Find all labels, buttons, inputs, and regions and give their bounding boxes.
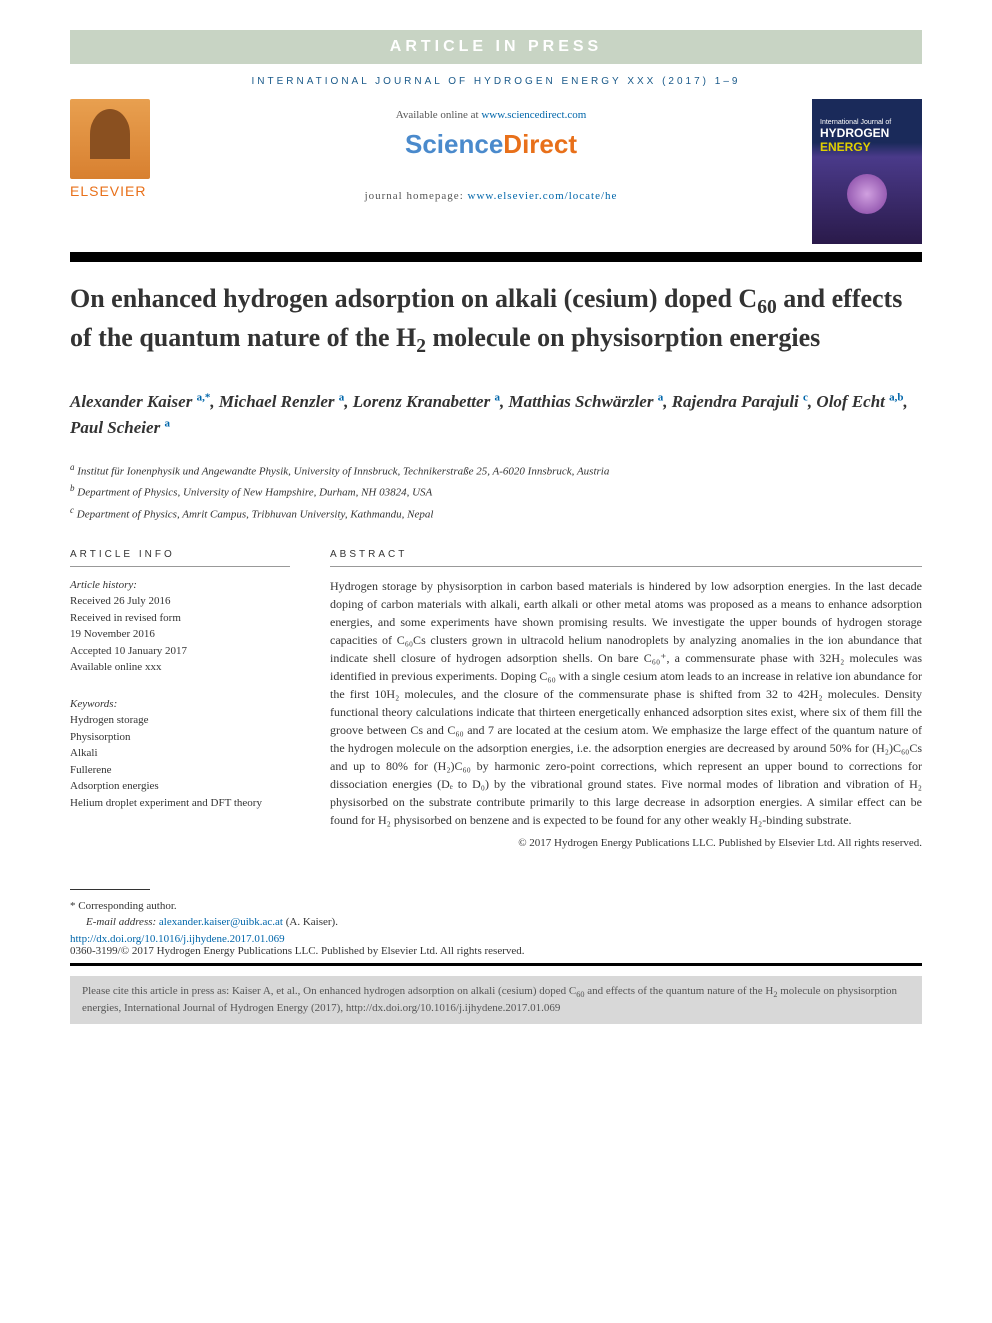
author: Rajendra Parajuli c <box>672 392 808 411</box>
author-email-link[interactable]: alexander.kaiser@uibk.ac.at <box>159 916 283 928</box>
keyword-item: Alkali <box>70 745 290 762</box>
article-title: On enhanced hydrogen adsorption on alkal… <box>70 282 922 359</box>
history-item: Received in revised form <box>70 610 290 627</box>
keyword-item: Helium droplet experiment and DFT theory <box>70 795 290 812</box>
keyword-item: Fullerene <box>70 762 290 779</box>
keyword-item: Adsorption energies <box>70 778 290 795</box>
issn-copyright-line: 0360-3199/© 2017 Hydrogen Energy Publica… <box>70 945 922 966</box>
keyword-item: Hydrogen storage <box>70 712 290 729</box>
corresponding-author: * Corresponding author. E-mail address: … <box>70 898 922 931</box>
article-history-block: Article history: Received 26 July 2016Re… <box>70 577 290 676</box>
sciencedirect-block: Available online at www.sciencedirect.co… <box>190 99 792 202</box>
doi-link[interactable]: http://dx.doi.org/10.1016/j.ijhydene.201… <box>70 933 285 945</box>
footer-separator <box>70 889 150 890</box>
affiliation: c Department of Physics, Amrit Campus, T… <box>70 503 922 524</box>
copyright-line: © 2017 Hydrogen Energy Publications LLC.… <box>330 837 922 849</box>
sciencedirect-url[interactable]: www.sciencedirect.com <box>481 109 586 121</box>
author: Olof Echt a,b <box>816 392 903 411</box>
elsevier-logo: ELSEVIER <box>70 99 170 199</box>
keyword-item: Physisorption <box>70 729 290 746</box>
author: Paul Scheier a <box>70 418 170 437</box>
article-in-press-banner: ARTICLE IN PRESS <box>70 30 922 64</box>
author: Matthias Schwärzler a <box>508 392 663 411</box>
affiliations-list: a Institut für Ionenphysik und Angewandt… <box>70 460 922 524</box>
journal-homepage: journal homepage: www.elsevier.com/locat… <box>190 190 792 202</box>
elsevier-tree-icon <box>70 99 150 179</box>
sciencedirect-logo: ScienceDirect <box>190 129 792 160</box>
abstract-column: ABSTRACT Hydrogen storage by physisorpti… <box>330 549 922 849</box>
abstract-text: Hydrogen storage by physisorption in car… <box>330 577 922 829</box>
separator-bar <box>70 252 922 262</box>
author: Lorenz Kranabetter a <box>353 392 500 411</box>
affiliation: b Department of Physics, University of N… <box>70 481 922 502</box>
author: Alexander Kaiser a,* <box>70 392 210 411</box>
cover-graphic-icon <box>847 174 887 214</box>
history-item: Available online xxx <box>70 659 290 676</box>
history-item: Accepted 10 January 2017 <box>70 643 290 660</box>
history-item: 19 November 2016 <box>70 626 290 643</box>
article-info-column: ARTICLE INFO Article history: Received 2… <box>70 549 290 849</box>
homepage-url[interactable]: www.elsevier.com/locate/he <box>468 190 618 202</box>
journal-cover-image: International Journal of HYDROGEN ENERGY <box>812 99 922 244</box>
affiliation: a Institut für Ionenphysik und Angewandt… <box>70 460 922 481</box>
elsevier-name: ELSEVIER <box>70 183 170 199</box>
available-online-text: Available online at www.sciencedirect.co… <box>190 109 792 121</box>
publisher-header-row: ELSEVIER Available online at www.science… <box>70 99 922 244</box>
authors-list: Alexander Kaiser a,*, Michael Renzler a,… <box>70 389 922 440</box>
doi-line: http://dx.doi.org/10.1016/j.ijhydene.201… <box>70 933 922 945</box>
author: Michael Renzler a <box>219 392 344 411</box>
citation-box: Please cite this article in press as: Ka… <box>70 976 922 1024</box>
history-item: Received 26 July 2016 <box>70 593 290 610</box>
journal-citation-header: INTERNATIONAL JOURNAL OF HYDROGEN ENERGY… <box>70 64 922 99</box>
article-info-heading: ARTICLE INFO <box>70 549 290 567</box>
abstract-heading: ABSTRACT <box>330 549 922 567</box>
keywords-block: Keywords: Hydrogen storagePhysisorptionA… <box>70 696 290 812</box>
